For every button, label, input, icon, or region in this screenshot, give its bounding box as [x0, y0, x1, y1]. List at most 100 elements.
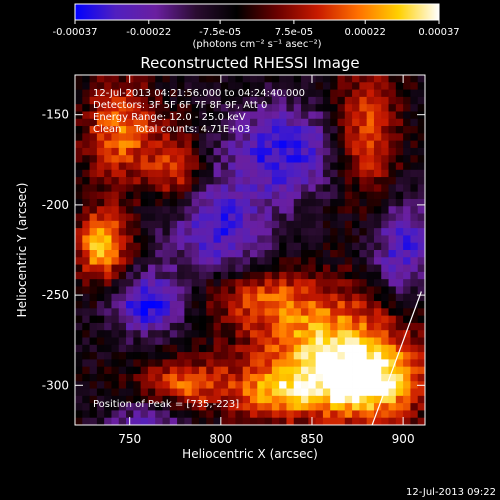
heatmap-cell [96, 381, 105, 389]
heatmap-cell [279, 147, 287, 156]
heatmap-cell [242, 308, 251, 317]
heatmap-cell [140, 388, 149, 397]
heatmap-cell [373, 242, 382, 251]
heatmap-cell [133, 410, 142, 419]
heatmap-cell [220, 286, 229, 295]
heatmap-cell [301, 82, 309, 90]
heatmap-cell [257, 381, 265, 389]
heatmap-cell [381, 344, 389, 353]
heatmap-cell [118, 82, 127, 90]
y-tick-label: -150 [42, 108, 69, 122]
heatmap-cell [140, 162, 149, 171]
heatmap-cell [286, 75, 295, 83]
annotation-detectors: Detectors: 3F 5F 6F 7F 8F 9F, Att 0 [93, 100, 267, 111]
heatmap-cell [366, 140, 375, 149]
heatmap-cell [75, 330, 83, 338]
heatmap-cell [82, 126, 90, 134]
heatmap-cell [388, 198, 397, 207]
heatmap-cell [315, 322, 324, 331]
heatmap-cell [308, 140, 317, 149]
heatmap-cell [147, 381, 156, 389]
heatmap-cell [82, 366, 90, 375]
heatmap-cell [155, 235, 163, 244]
heatmap-cell [89, 140, 98, 149]
heatmap-cell [381, 206, 389, 214]
heatmap-cell [359, 366, 368, 375]
heatmap-cell [337, 75, 346, 83]
colorbar-tick-label: 0.00022 [345, 27, 386, 38]
heatmap-cell [206, 147, 214, 156]
heatmap-cell [308, 373, 317, 382]
heatmap-cell [220, 177, 229, 185]
heatmap-cell [140, 264, 149, 273]
heatmap-cell [169, 235, 178, 244]
heatmap-cell [359, 337, 368, 346]
heatmap-cell [293, 381, 302, 389]
heatmap-cell [388, 286, 397, 295]
heatmap-cell [198, 293, 207, 302]
colorbar-label: (photons cm⁻² s⁻¹ asec⁻²) [192, 39, 321, 50]
heatmap-cell [344, 388, 353, 397]
heatmap-cell [359, 330, 368, 338]
heatmap-cell [352, 242, 360, 251]
heatmap-cell [191, 89, 200, 98]
heatmap-cell [381, 155, 389, 163]
heatmap-cell [126, 301, 134, 309]
heatmap-cell [235, 264, 244, 273]
heatmap-cell [264, 366, 273, 375]
heatmap-cell [228, 257, 236, 265]
heatmap-cell [381, 279, 389, 287]
heatmap-cell [381, 395, 389, 404]
heatmap-cell [96, 322, 105, 331]
heatmap-cell [352, 155, 360, 163]
heatmap-cell [271, 162, 280, 171]
heatmap-cell [286, 96, 295, 105]
heatmap-cell [279, 257, 287, 265]
heatmap-cell [293, 147, 302, 156]
heatmap-cell [315, 147, 324, 156]
heatmap-cell [417, 395, 425, 404]
heatmap-cell [242, 366, 251, 375]
heatmap-cell [220, 250, 229, 258]
heatmap-cell [147, 169, 156, 178]
heatmap-cell [330, 315, 338, 324]
heatmap-cell [155, 198, 163, 207]
heatmap-cell [257, 206, 265, 214]
heatmap-cell [388, 126, 397, 134]
heatmap-cell [388, 337, 397, 346]
heatmap-cell [410, 366, 419, 375]
heatmap-cell [330, 206, 338, 214]
heatmap-cell [344, 104, 353, 112]
heatmap-cell [330, 177, 338, 185]
heatmap-cell [417, 155, 425, 163]
heatmap-cell [96, 373, 105, 382]
heatmap-cell [133, 220, 142, 229]
heatmap-cell [352, 111, 360, 120]
heatmap-cell [410, 330, 419, 338]
heatmap-cell [250, 184, 258, 193]
heatmap-cell [111, 330, 120, 338]
heatmap-cell [359, 96, 368, 105]
heatmap-cell [155, 184, 163, 193]
heatmap-cell [264, 330, 273, 338]
heatmap-cell [410, 410, 419, 419]
heatmap-cell [373, 264, 382, 273]
heatmap-cell [264, 279, 273, 287]
heatmap-cell [184, 359, 193, 368]
heatmap-cell [140, 191, 149, 200]
heatmap-cell [373, 147, 382, 156]
heatmap-cell [279, 118, 287, 127]
heatmap-cell [352, 388, 360, 397]
heatmap-cell [279, 89, 287, 98]
heatmap-cell [308, 395, 317, 404]
heatmap-cell [330, 235, 338, 244]
heatmap-cell [264, 308, 273, 317]
heatmap-cell [82, 206, 90, 214]
heatmap-cell [169, 228, 178, 236]
heatmap-cell [89, 191, 98, 200]
heatmap-cell [279, 220, 287, 229]
heatmap-cell [417, 75, 425, 83]
heatmap-cell [264, 162, 273, 171]
heatmap-cell [366, 133, 375, 142]
heatmap-cell [162, 96, 171, 105]
